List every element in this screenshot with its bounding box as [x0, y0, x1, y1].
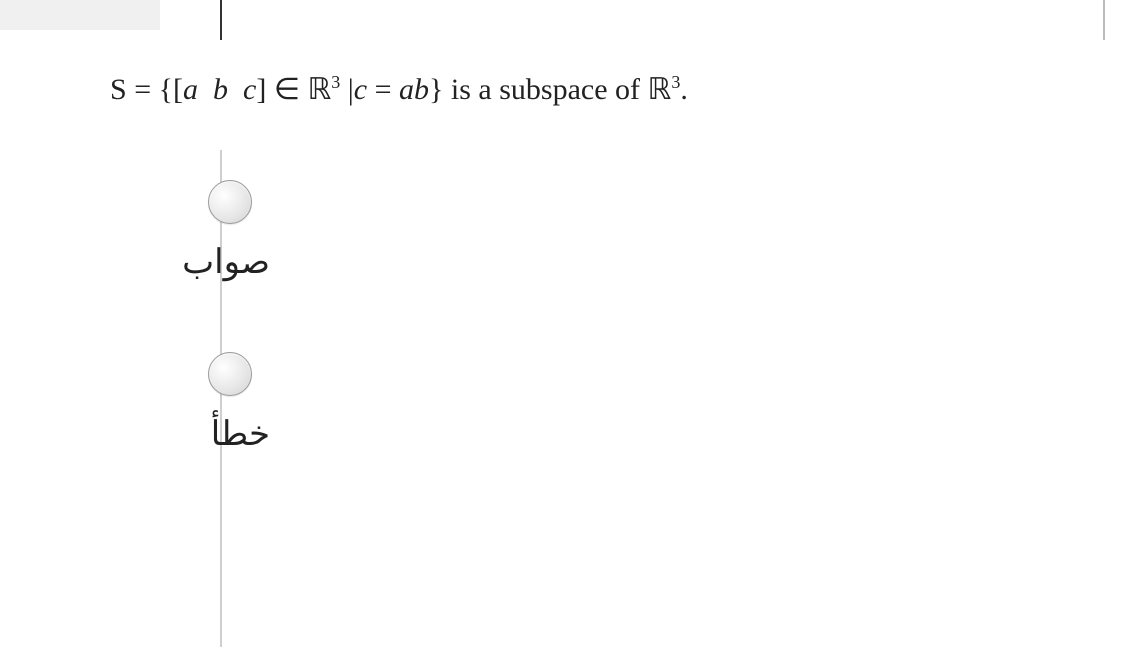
such-that-bar: |	[340, 73, 354, 106]
equals-sign: =	[127, 73, 159, 106]
var-b: b	[213, 73, 228, 106]
set-symbol: S	[110, 73, 127, 106]
var-a: a	[183, 73, 198, 106]
spacer	[443, 73, 451, 106]
is-a-subspace-of: is a subspace of	[451, 73, 648, 106]
option-true-label: صواب	[150, 242, 270, 282]
radio-icon[interactable]	[208, 180, 252, 224]
cond-rhs: ab	[399, 73, 429, 106]
option-false[interactable]: خطأ	[150, 352, 270, 454]
open-bracket: [	[173, 73, 183, 106]
period: .	[680, 73, 688, 106]
element-of: ∈	[266, 73, 307, 106]
question-text: S = {[a b c] ∈ ℝ3 |c = ab} is a subspace…	[110, 72, 1080, 107]
close-bracket: ]	[256, 73, 266, 106]
radio-icon[interactable]	[208, 352, 252, 396]
option-true[interactable]: صواب	[150, 180, 270, 282]
open-brace: {	[159, 73, 173, 106]
left-margin-band	[0, 0, 160, 30]
close-brace: }	[429, 73, 443, 106]
space-R3-1: ℝ3	[307, 73, 340, 106]
vertical-rule-right	[1103, 0, 1105, 40]
option-false-label: خطأ	[150, 414, 270, 454]
answer-options: صواب خطأ	[150, 180, 350, 524]
cond-equals: =	[367, 73, 399, 106]
cond-lhs: c	[354, 73, 367, 106]
space-R3-2: ℝ3	[648, 73, 681, 106]
var-c: c	[243, 73, 256, 106]
page-root: S = {[a b c] ∈ ℝ3 |c = ab} is a subspace…	[0, 0, 1125, 647]
vertical-rule-top	[220, 0, 222, 40]
